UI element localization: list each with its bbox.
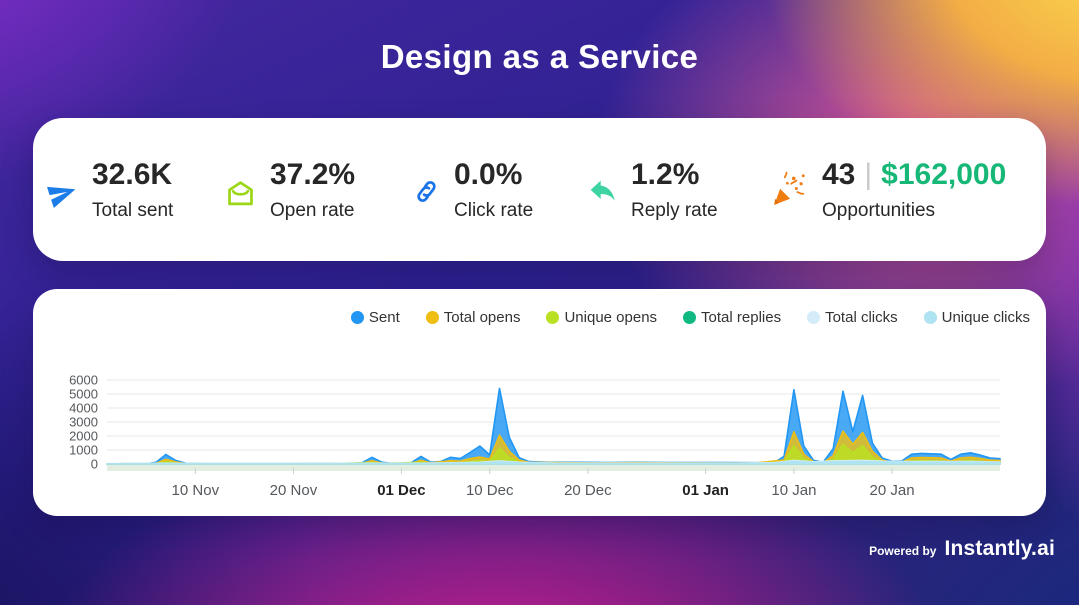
opportunities-count: 43 [822, 158, 856, 191]
stat-label: Reply rate [631, 200, 718, 221]
stat-value: 1.2% [631, 158, 700, 191]
svg-text:01 Dec: 01 Dec [377, 482, 425, 499]
svg-text:01 Jan: 01 Jan [682, 482, 729, 499]
unique-opens-swatch-icon [546, 311, 560, 324]
link-icon [413, 178, 440, 224]
total-opens-swatch-icon [425, 311, 439, 324]
stat-value: 32.6K [92, 158, 173, 191]
total-replies-swatch-icon [683, 311, 697, 324]
stat-value: 43 | $162,000 [822, 158, 1006, 192]
legend-item-total-clicks[interactable]: Total clicks [807, 309, 898, 326]
legend-label: Total replies [701, 309, 782, 326]
legend-item-total-replies[interactable]: Total replies [683, 309, 781, 326]
legend-label: Unique opens [564, 309, 658, 326]
stat-opportunities: 43 | $162,000 Opportunities [770, 158, 1006, 224]
stat-label: Opportunities [822, 200, 936, 221]
svg-text:3000: 3000 [69, 415, 98, 430]
page-title: Design as a Service [380, 38, 699, 75]
stat-label: Click rate [454, 200, 534, 221]
svg-text:20 Jan: 20 Jan [870, 482, 915, 499]
svg-text:5000: 5000 [69, 387, 98, 402]
chart-card: Sent Total opens Unique opens Total replies… [33, 289, 1046, 516]
svg-text:20 Dec: 20 Dec [564, 482, 612, 499]
powered-by-label: Powered by [869, 544, 937, 558]
legend-label: Unique clicks [941, 309, 1030, 326]
stat-label: Open rate [270, 200, 355, 221]
reply-arrow-icon [588, 178, 617, 224]
stat-reply-rate: 1.2% Reply rate [588, 158, 718, 224]
legend-item-unique-clicks[interactable]: Unique clicks [923, 309, 1030, 326]
open-envelope-icon [225, 178, 256, 224]
legend-item-sent[interactable]: Sent [350, 309, 400, 326]
powered-by-badge[interactable]: Powered by Instantly.ai [869, 537, 1055, 561]
svg-text:2000: 2000 [69, 429, 98, 444]
party-popper-icon [770, 170, 808, 224]
svg-text:10 Jan: 10 Jan [771, 482, 816, 499]
legend-item-total-opens[interactable]: Total opens [425, 309, 521, 326]
stat-value: 0.0% [454, 158, 523, 191]
paper-plane-icon [47, 178, 78, 224]
value-divider: | [864, 158, 873, 191]
legend-label: Sent [368, 309, 400, 326]
stats-card: 32.6K Total sent 37.2% Open rate 0.0% Cl… [33, 118, 1046, 261]
svg-text:6000: 6000 [69, 373, 98, 388]
stat-open-rate: 37.2% Open rate [225, 158, 355, 224]
svg-text:20 Nov: 20 Nov [270, 482, 318, 499]
stat-label: Total sent [92, 200, 174, 221]
stat-total-sent: 32.6K Total sent [47, 158, 173, 224]
stat-click-rate: 0.0% Click rate [413, 158, 533, 224]
stat-value: 37.2% [270, 158, 356, 191]
legend-label: Total opens [443, 309, 521, 326]
total-clicks-swatch-icon [807, 311, 821, 324]
svg-text:10 Dec: 10 Dec [466, 482, 514, 499]
sent-swatch-icon [350, 311, 364, 324]
legend-label: Total clicks [825, 309, 898, 326]
chart-legend: Sent Total opens Unique opens Total replies… [350, 309, 1030, 326]
svg-text:0: 0 [91, 457, 98, 472]
instantly-brand: Instantly.ai [944, 537, 1055, 560]
svg-text:1000: 1000 [69, 443, 98, 458]
opportunities-amount: $162,000 [881, 158, 1007, 191]
legend-item-unique-opens[interactable]: Unique opens [546, 309, 657, 326]
svg-text:10 Nov: 10 Nov [172, 482, 220, 499]
svg-text:4000: 4000 [69, 401, 98, 416]
unique-clicks-swatch-icon [923, 311, 937, 324]
